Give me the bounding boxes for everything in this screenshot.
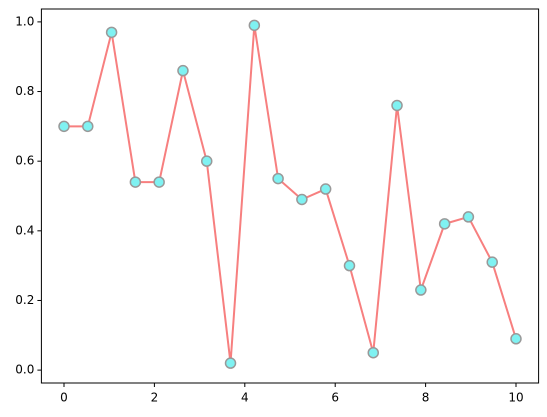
marker	[200, 155, 213, 167]
y-tick-label: 0.4	[15, 223, 34, 237]
marker	[367, 346, 380, 359]
line	[64, 25, 517, 364]
marker	[486, 256, 498, 268]
y-tick-label: 0.6	[15, 154, 34, 168]
marker	[343, 259, 356, 272]
marker	[177, 64, 189, 77]
marker	[82, 120, 94, 133]
marker	[153, 176, 165, 188]
marker	[438, 218, 451, 230]
y-tick-label: 0.0	[15, 363, 34, 377]
marker	[462, 211, 475, 223]
axes-frame	[40, 8, 540, 384]
marker	[129, 176, 142, 188]
x-tick-label: 0	[60, 391, 68, 405]
marker	[296, 193, 308, 206]
marker	[319, 183, 332, 195]
x-tick-label: 10	[508, 391, 523, 405]
marker	[248, 19, 261, 32]
marker	[272, 172, 284, 185]
marker	[510, 333, 522, 345]
marker	[58, 120, 70, 133]
marker	[105, 26, 118, 39]
y-tick-label: 1.0	[15, 14, 34, 28]
x-tick-label: 2	[151, 391, 159, 405]
x-tick-label: 8	[422, 391, 430, 405]
marker	[415, 284, 427, 296]
marker	[224, 357, 237, 369]
x-tick-label: 4	[241, 391, 249, 405]
y-tick-label: 0.2	[15, 293, 34, 307]
x-tick-label: 6	[331, 391, 339, 405]
marker	[391, 99, 403, 112]
y-tick-label: 0.8	[15, 84, 34, 98]
